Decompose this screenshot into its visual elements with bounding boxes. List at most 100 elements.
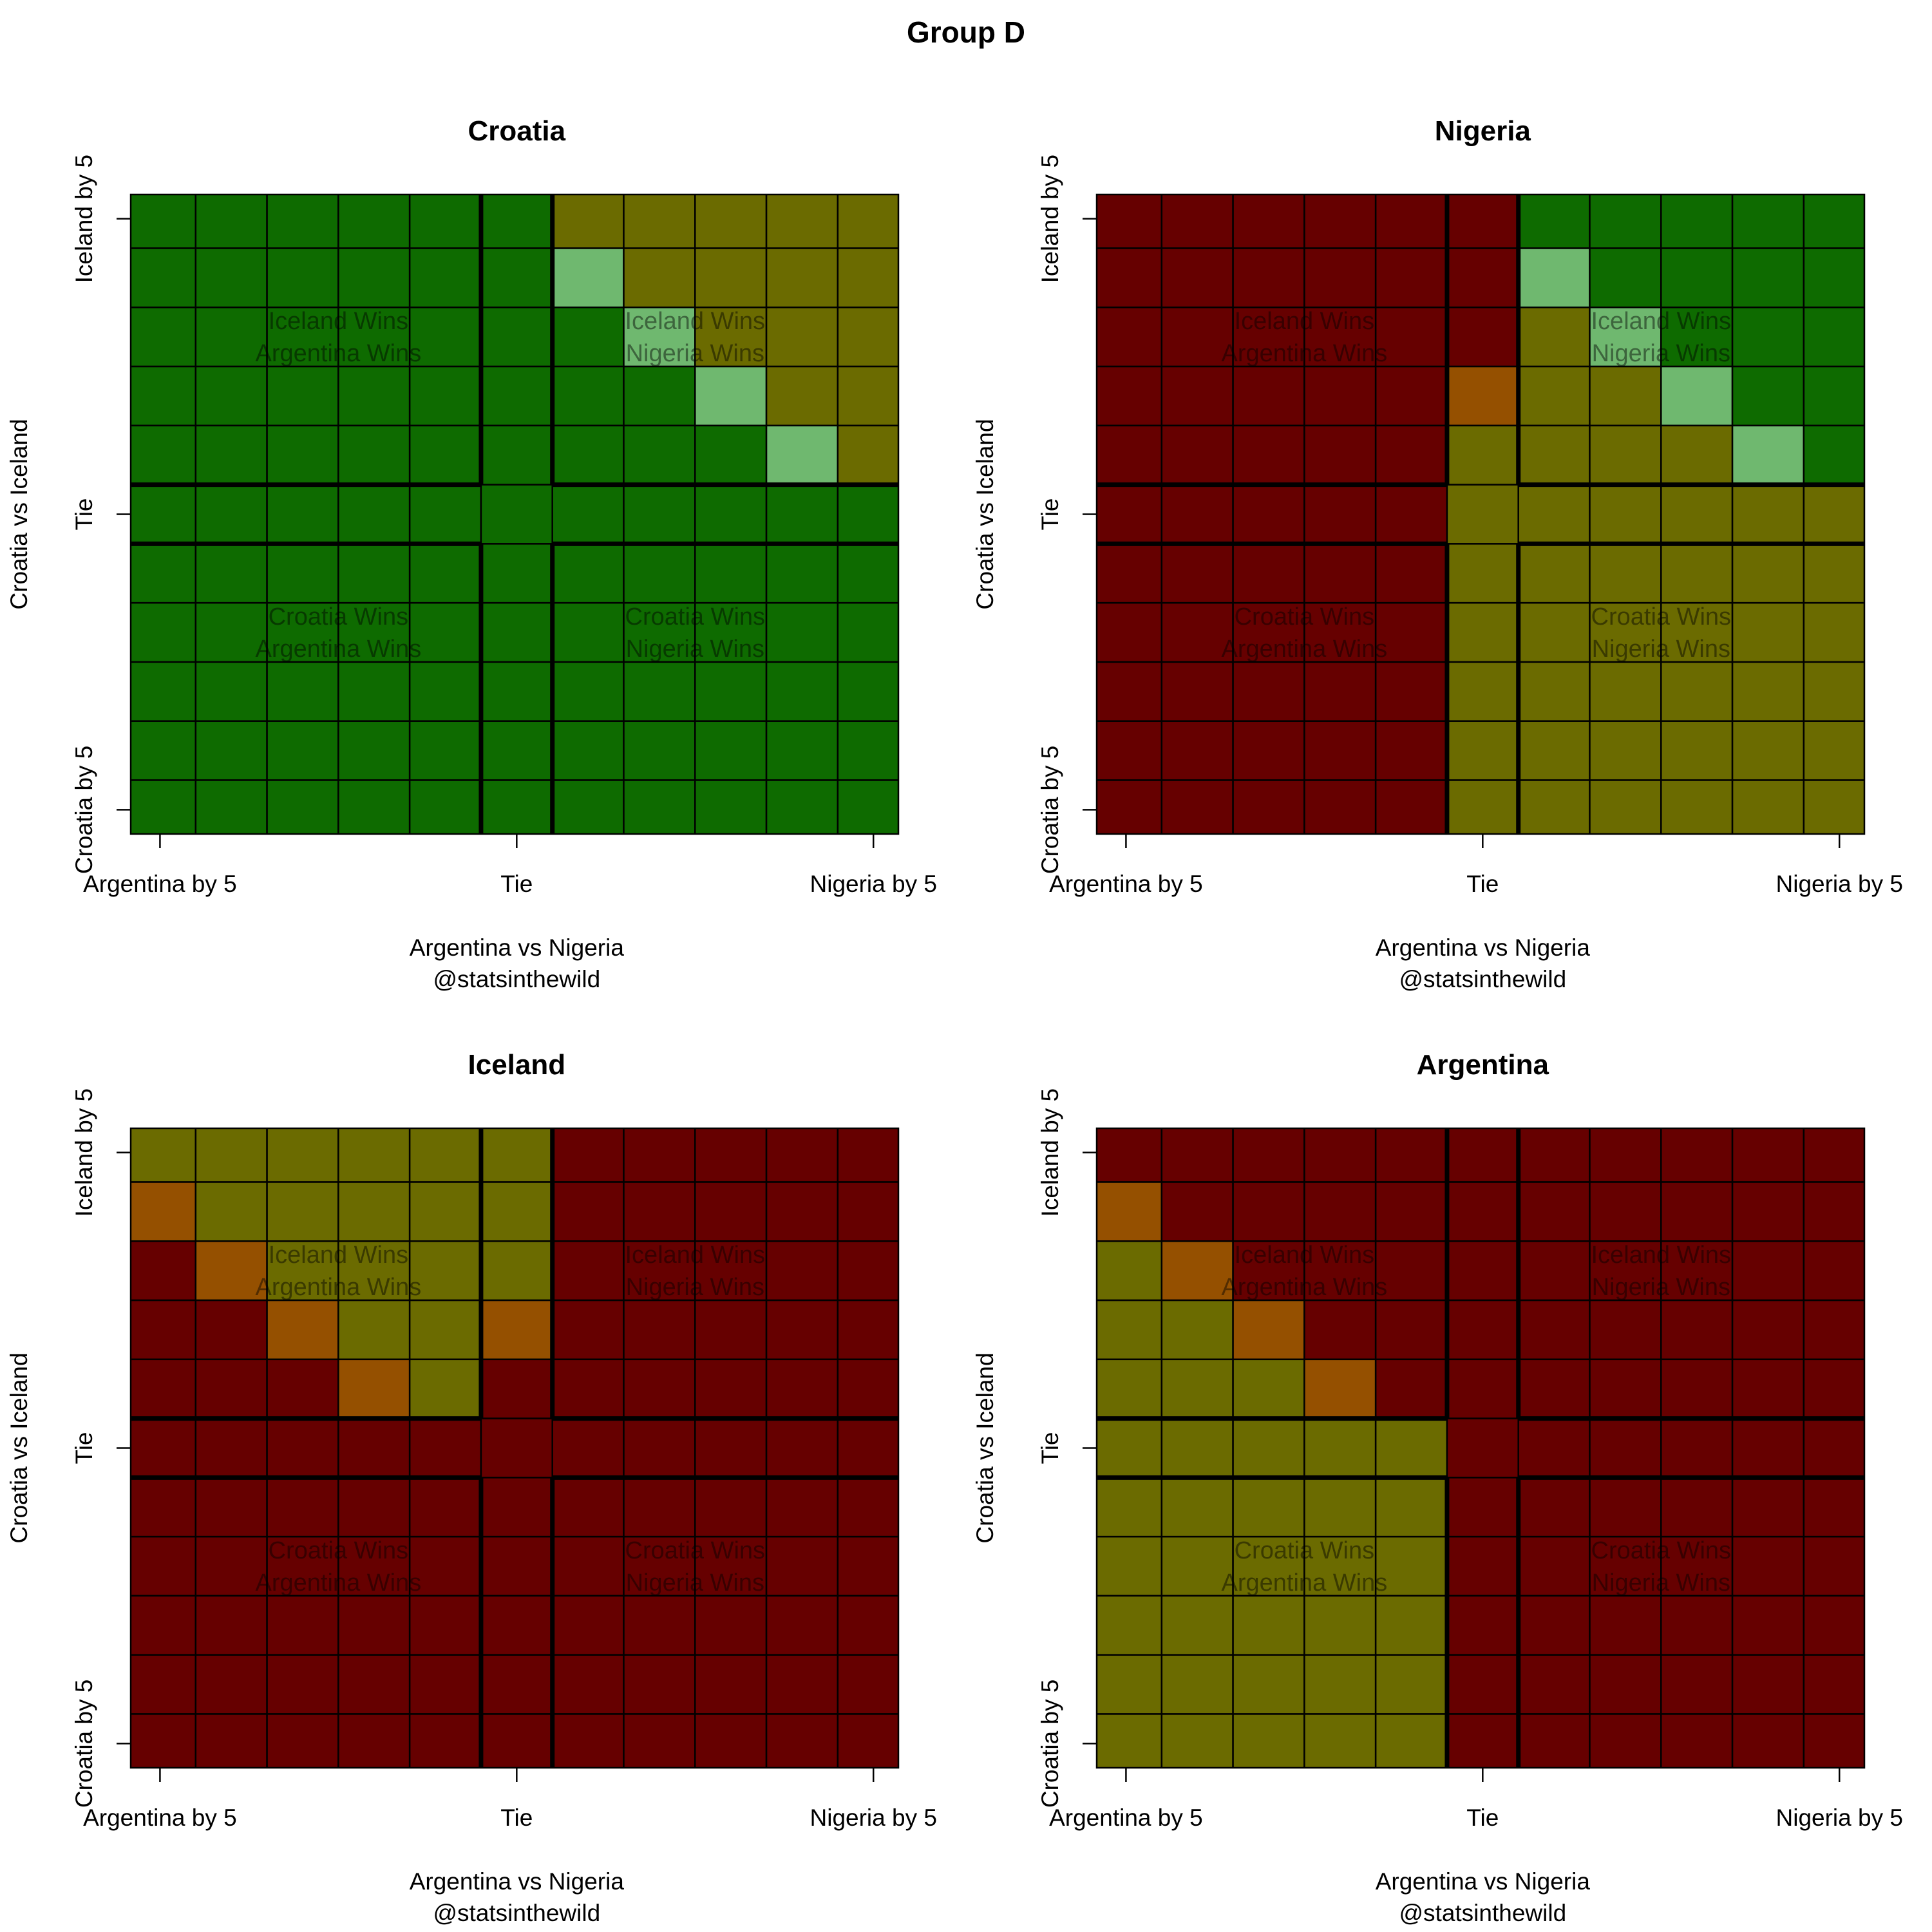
cell--1-4 xyxy=(1374,247,1448,308)
cell-0-0 xyxy=(480,1417,553,1479)
cell--1-5 xyxy=(408,1128,482,1183)
cell--1-4 xyxy=(1374,1181,1448,1242)
cell-4--5 xyxy=(765,779,839,834)
cell-4-0 xyxy=(765,484,839,545)
cell-2--3 xyxy=(1589,1595,1662,1656)
cell--5--5 xyxy=(1097,779,1163,834)
quadrant-label: Iceland Wins xyxy=(1591,1242,1732,1269)
cell-1--3 xyxy=(1517,1595,1591,1656)
cell-2--4 xyxy=(623,1654,696,1715)
cell-0-0 xyxy=(1446,484,1519,545)
x-tick-label: Argentina by 5 xyxy=(1049,1804,1203,1831)
cell--2-2 xyxy=(1303,365,1377,427)
cell--4-4 xyxy=(1160,247,1234,308)
cell--4-5 xyxy=(194,1128,268,1183)
cell-5-1 xyxy=(837,1358,898,1419)
cell-4-3 xyxy=(1731,1240,1805,1302)
cell-3-0 xyxy=(1660,1417,1734,1479)
cell--4--4 xyxy=(194,1654,268,1715)
quadrant-label: Croatia Wins xyxy=(1591,603,1732,630)
cell--5--4 xyxy=(131,720,197,781)
cell--1-0 xyxy=(408,484,482,545)
quadrant-label: Croatia Wins xyxy=(269,1537,409,1564)
cell-0-4 xyxy=(1446,247,1519,308)
cell-3--2 xyxy=(694,601,768,663)
cell-5--3 xyxy=(1803,1595,1864,1656)
cell-2-1 xyxy=(623,1358,696,1419)
quadrant-label: Iceland Wins xyxy=(625,1242,766,1269)
cell--3--1 xyxy=(1232,543,1305,604)
cell-3-1 xyxy=(1660,1358,1734,1419)
cell--4-0 xyxy=(194,1417,268,1479)
cell-0-1 xyxy=(480,424,553,486)
cell--4-4 xyxy=(194,1181,268,1242)
cell-3--1 xyxy=(694,543,768,604)
cell-3--5 xyxy=(694,779,768,834)
cell--3-4 xyxy=(1232,1181,1305,1242)
cell--5-2 xyxy=(131,365,197,427)
cell-2-3 xyxy=(1589,307,1662,368)
cell--5--4 xyxy=(131,1654,197,1715)
quadrant-label: Iceland Wins xyxy=(1235,308,1375,335)
cell--3--3 xyxy=(266,1595,339,1656)
y-tick-label: Iceland by 5 xyxy=(71,1088,97,1217)
cell-1--5 xyxy=(551,779,625,834)
cell--2-0 xyxy=(337,1417,411,1479)
cell-0--2 xyxy=(1446,601,1519,663)
cell--5-1 xyxy=(1097,1358,1163,1419)
cell-0--1 xyxy=(1446,1477,1519,1538)
cell--4--4 xyxy=(1160,1654,1234,1715)
y-axis-label: Croatia vs Iceland xyxy=(972,419,998,609)
cell--1-0 xyxy=(1374,1417,1448,1479)
cell-1--4 xyxy=(551,720,625,781)
x-tick-label: Tie xyxy=(500,871,533,897)
cell-5-3 xyxy=(1803,307,1864,368)
cell-1--1 xyxy=(551,1477,625,1538)
cell--2--4 xyxy=(337,1654,411,1715)
cell--5-3 xyxy=(1097,1240,1163,1302)
cell-4-2 xyxy=(765,365,839,427)
cell-4-1 xyxy=(765,424,839,486)
cell-3-1 xyxy=(1660,424,1734,486)
cell-5-4 xyxy=(837,1181,898,1242)
cell--1--3 xyxy=(408,661,482,722)
cell--5--3 xyxy=(1097,1595,1163,1656)
cell--3-5 xyxy=(266,1128,339,1183)
x-tick-label: Nigeria by 5 xyxy=(810,871,937,897)
heatmap-cells xyxy=(1097,194,1864,834)
cell-0-2 xyxy=(480,365,553,427)
cell--3-2 xyxy=(266,1299,339,1361)
cell-1--4 xyxy=(1517,720,1591,781)
cell--5-1 xyxy=(131,1358,197,1419)
cell--5--2 xyxy=(1097,601,1163,663)
cell-0--4 xyxy=(1446,720,1519,781)
cell--3--4 xyxy=(1232,1654,1305,1715)
cell-4--2 xyxy=(1731,601,1805,663)
cell--4-0 xyxy=(194,484,268,545)
cell-4-5 xyxy=(1731,1128,1805,1183)
panel-title: Iceland xyxy=(468,1049,566,1081)
cell-3-4 xyxy=(694,247,768,308)
cell-1--1 xyxy=(1517,1477,1591,1538)
cell-3--4 xyxy=(1660,1654,1734,1715)
cell-4--1 xyxy=(765,1477,839,1538)
cell--1-5 xyxy=(1374,194,1448,249)
cell-4--2 xyxy=(1731,1535,1805,1597)
quadrant-label: Nigeria Wins xyxy=(626,1569,764,1596)
cell--5--4 xyxy=(1097,720,1163,781)
cell-2--1 xyxy=(623,543,696,604)
cell--5--4 xyxy=(1097,1654,1163,1715)
cell--5-1 xyxy=(131,424,197,486)
cell-4-3 xyxy=(765,1240,839,1302)
cell-5--4 xyxy=(1803,1654,1864,1715)
cell--3-1 xyxy=(1232,424,1305,486)
cell-1--4 xyxy=(551,1654,625,1715)
cell--1--5 xyxy=(1374,779,1448,834)
cell--1-1 xyxy=(408,1358,482,1419)
cell--2--4 xyxy=(337,720,411,781)
quadrant-label: Nigeria Wins xyxy=(1592,636,1730,663)
cell--1--1 xyxy=(1374,543,1448,604)
cell-0-2 xyxy=(1446,1299,1519,1361)
cell-3--1 xyxy=(694,1477,768,1538)
cell-1-0 xyxy=(1517,1417,1591,1479)
